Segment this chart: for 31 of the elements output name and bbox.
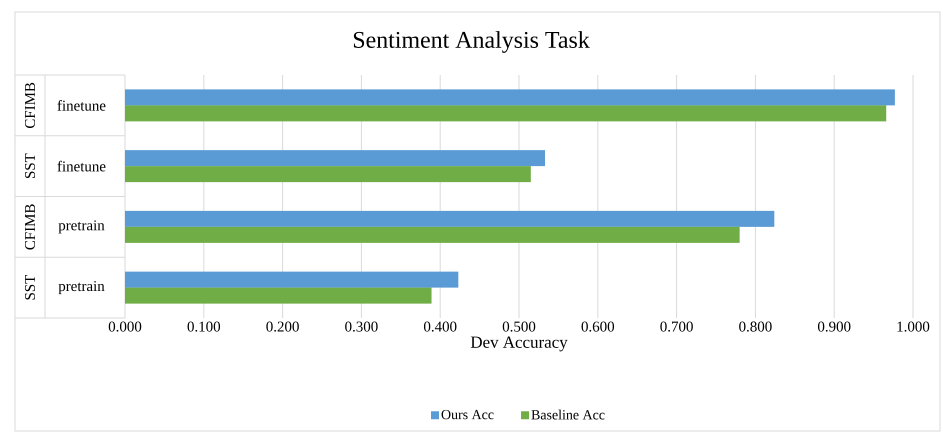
- y-tick-label: pretrain: [58, 220, 104, 234]
- text: SST: [24, 154, 36, 178]
- x-tick-label: 0.700: [660, 322, 693, 332]
- y-tick-label: pretrain: [58, 281, 104, 294]
- y-tick-label: finetune: [57, 160, 106, 172]
- x-tick-label: 0.900: [818, 322, 850, 332]
- x-tick-label: 0.300: [345, 322, 378, 332]
- bar: [125, 210, 774, 227]
- bar: [125, 105, 886, 122]
- text: CFIMB: [24, 82, 36, 128]
- bar: [125, 150, 546, 166]
- x-tick-label: 0.400: [424, 322, 456, 332]
- x-tick-label: 1.000: [898, 322, 930, 332]
- text: CFIMB: [24, 204, 36, 250]
- x-tick-label: 0.000: [108, 322, 142, 332]
- text: SST: [24, 275, 36, 300]
- bar: [125, 272, 458, 288]
- y-tick-label: finetune: [57, 100, 106, 111]
- legend-label: Ours Acc: [442, 410, 494, 420]
- x-tick-label: 0.600: [582, 322, 614, 332]
- bar: [125, 89, 895, 106]
- legend-label: Baseline Acc: [531, 410, 605, 420]
- x-tick-label: 0.500: [502, 322, 536, 332]
- x-tick-label: 0.100: [188, 322, 220, 332]
- chart-title: Sentiment Analysis Task: [354, 31, 590, 53]
- x-axis-title: Dev Accuracy: [470, 336, 568, 352]
- x-tick-label: 0.200: [266, 322, 299, 332]
- bar: [125, 226, 740, 243]
- bar: [125, 288, 432, 304]
- bar: [125, 166, 531, 182]
- x-tick-label: 0.800: [739, 322, 772, 332]
